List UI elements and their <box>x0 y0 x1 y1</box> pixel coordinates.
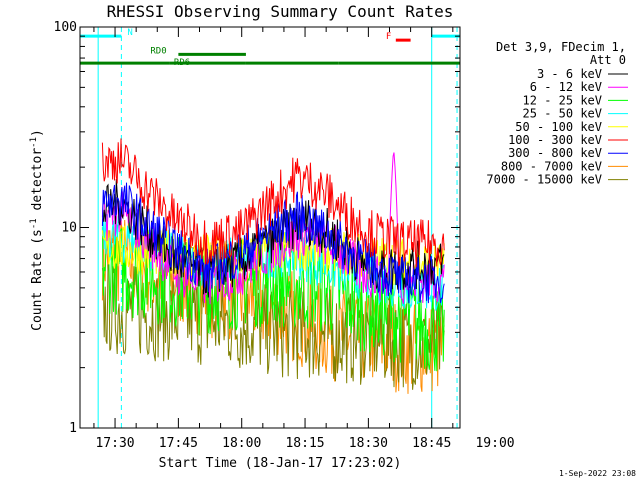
plot-data <box>97 27 458 428</box>
annotation-label: N <box>127 28 132 38</box>
series-line-6 <box>101 182 445 304</box>
x-ticks: 17:30 17:45 18:00 18:15 18:30 18:45 19:00 <box>93 27 515 451</box>
y-tick-label: 1 <box>69 421 77 436</box>
legend-entry: 12 - 25 keV <box>523 93 602 107</box>
x-tick-label: 19:00 <box>475 436 514 451</box>
annotation-label: RD6 <box>174 58 190 68</box>
annotation-label: F <box>386 32 391 42</box>
x-tick-label: 18:00 <box>222 436 261 451</box>
legend-entry: 6 - 12 keV <box>530 80 602 94</box>
legend-header: Det 3,9, FDecim 1, <box>496 40 626 54</box>
y-tick-label: 10 <box>61 221 77 236</box>
legend-entry: 100 - 300 keV <box>508 133 602 147</box>
annotations: N RD0 RD6 F <box>80 28 460 68</box>
legend-entry: 7000 - 15000 keV <box>486 173 602 187</box>
y-tick-label: 100 <box>54 20 77 35</box>
footer-date: 1-Sep-2022 23:08 <box>559 469 636 478</box>
x-axis-label: Start Time (18-Jan-17 17:23:02) <box>159 456 402 471</box>
x-tick-label: 18:45 <box>412 436 451 451</box>
annotation-label: RD0 <box>150 46 166 56</box>
legend-entry: 300 - 800 keV <box>508 146 602 160</box>
chart-title: RHESSI Observing Summary Count Rates <box>107 2 454 21</box>
y-axis-label: Count Rate (s-1 detector-1) <box>29 129 45 331</box>
legend-entry: 25 - 50 keV <box>523 107 602 121</box>
series-line-5 <box>101 138 445 268</box>
x-tick-label: 17:30 <box>95 436 134 451</box>
x-tick-label: 17:45 <box>159 436 198 451</box>
y-ticks: 1 10 100 <box>54 20 460 436</box>
legend-header: Att 0 <box>590 53 626 67</box>
x-tick-label: 18:15 <box>285 436 324 451</box>
legend-entry: 800 - 7000 keV <box>501 159 602 173</box>
x-tick-label: 18:30 <box>349 436 388 451</box>
legend-entry: 50 - 100 keV <box>515 120 602 134</box>
legend-entry: 3 - 6 keV <box>537 67 602 81</box>
